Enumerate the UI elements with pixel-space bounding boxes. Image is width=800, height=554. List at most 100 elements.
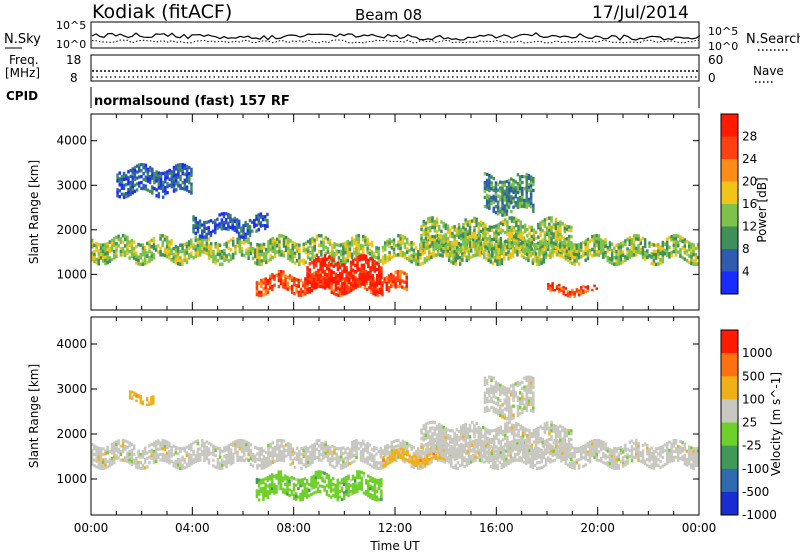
echo-cell [181,464,184,468]
echo-cell [332,264,335,268]
echo-cell [490,196,493,200]
colorbar-tick-label: 4 [742,265,750,279]
echo-cell [560,289,563,292]
echo-cell [408,255,411,259]
nave-label: Nave [753,64,784,78]
echo-cell [276,240,279,245]
echo-cell [610,258,614,262]
echo-cell [517,231,520,235]
echo-cell [399,441,402,445]
echo-cell [543,236,547,241]
echo-cell [257,487,261,491]
echo-cell [580,242,583,246]
echo-cell [552,244,555,249]
echo-cell [502,253,506,258]
echo-cell [328,460,332,464]
echo-cell [501,219,505,224]
echo-cell [390,278,393,282]
echo-cell [93,452,96,456]
echo-cell [507,199,511,203]
echo-cell [284,242,288,246]
echo-cell [172,180,176,184]
echo-cell [532,234,536,238]
echo-cell [506,226,509,230]
echo-cell [124,459,127,463]
echo-cell [496,209,500,213]
echo-cell [257,293,261,297]
echo-cell [632,243,636,248]
echo-cell [322,453,325,457]
echo-cell [510,244,514,248]
echo-cell [140,186,143,191]
echo-cell [489,257,493,261]
echo-cell [529,464,532,468]
echo-cell [324,245,327,250]
echo-cell [371,283,374,287]
echo-cell [383,277,386,281]
echo-cell [366,442,369,446]
echo-cell [183,181,187,185]
echo-cell [249,448,253,452]
echo-cell [304,445,308,449]
echo-cell [507,178,511,183]
echo-cell [398,278,402,283]
echo-cell [465,258,468,263]
echo-cell [216,460,220,464]
echo-cell [311,249,314,253]
echo-cell [295,243,299,247]
echo-cell [185,176,189,180]
echo-cell [608,241,612,245]
echo-cell [278,234,281,238]
echo-cell [138,181,141,185]
echo-cell [454,463,457,467]
echo-cell [359,458,363,462]
echo-cell [325,273,329,277]
echo-cell [529,462,532,466]
echo-cell [550,219,553,223]
echo-cell [179,249,182,254]
echo-cell [225,241,228,246]
echo-cell [502,250,506,255]
echo-cell [580,286,583,289]
echo-cell [571,291,574,294]
echo-cell [577,446,581,450]
echo-cell [148,450,151,454]
echo-cell [172,174,176,178]
echo-cell [688,448,691,452]
echo-cell [293,254,297,259]
echo-cell [93,259,96,263]
echo-cell [335,446,338,450]
echo-cell [256,249,259,253]
echo-cell [498,461,501,465]
echo-cell [125,195,128,199]
echo-cell [543,243,547,247]
echo-cell [510,195,513,199]
echo-cell [569,257,572,261]
echo-cell [139,461,142,465]
echo-cell [593,444,596,448]
echo-cell [299,495,302,499]
echo-cell [369,266,372,270]
echo-cell [185,451,189,455]
echo-cell [196,224,200,228]
echo-cell [469,460,473,464]
echo-cell [287,253,290,257]
echo-cell [282,450,286,454]
echo-cell [308,494,311,498]
echo-cell [302,446,305,450]
echo-cell [183,163,187,167]
echo-cell [295,290,298,294]
echo-cell [544,255,548,259]
echo-cell [512,187,515,191]
echo-cell [179,458,182,462]
echo-cell [214,445,217,449]
echo-cell [249,463,253,467]
echo-cell [170,173,174,177]
echo-cell [434,253,438,257]
echo-cell [113,461,116,465]
echo-cell [359,453,363,457]
echo-cell [661,247,665,251]
echo-cell [130,462,134,466]
echo-cell [289,449,292,453]
echo-cell [550,225,553,229]
